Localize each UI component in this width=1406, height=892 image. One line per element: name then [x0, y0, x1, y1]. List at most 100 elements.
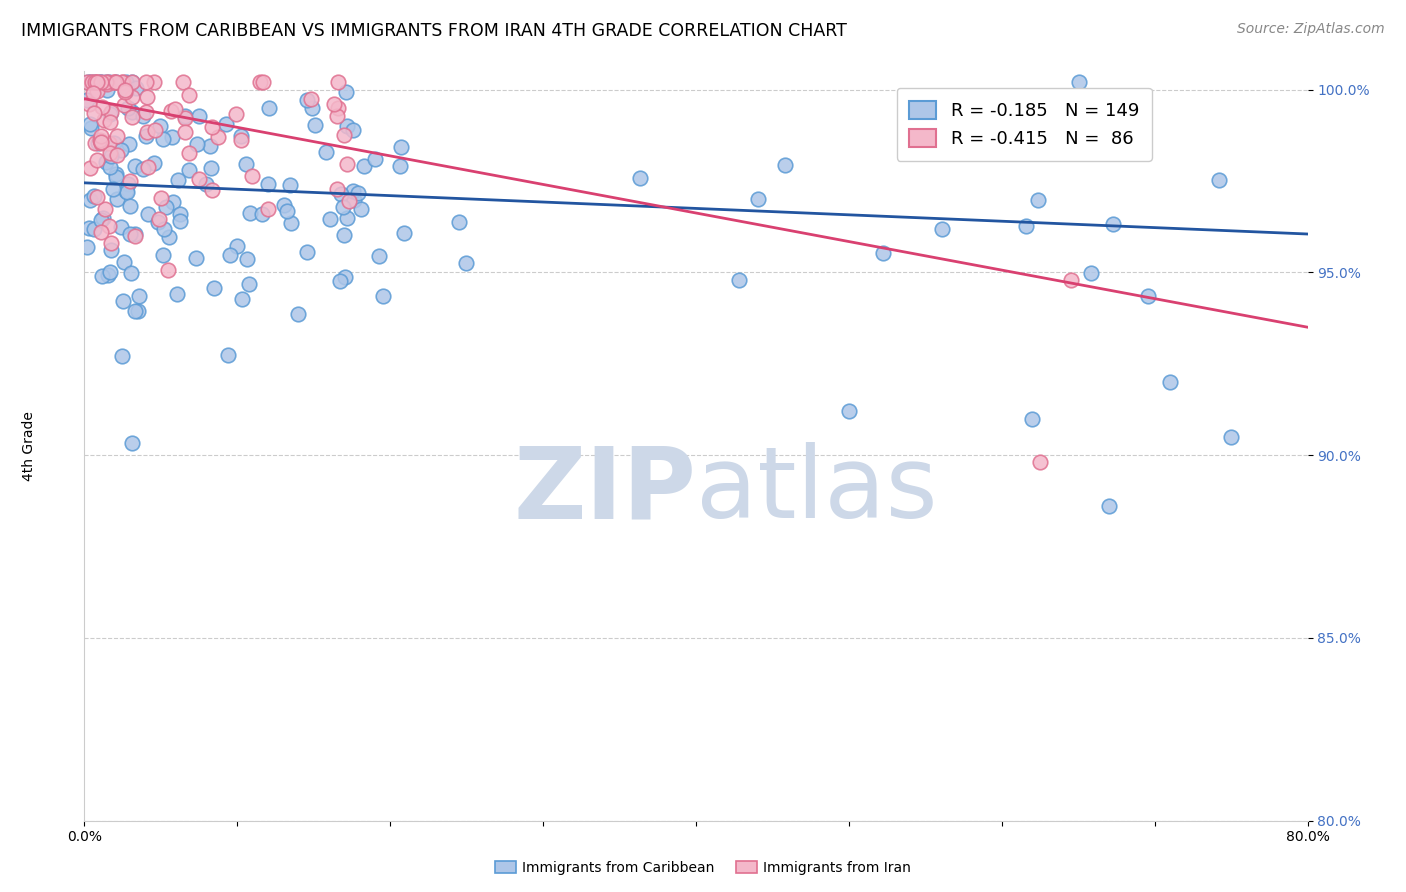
Point	[152, 132, 174, 146]
Text: ZIP: ZIP	[513, 442, 696, 540]
Point	[747, 192, 769, 206]
Point	[136, 207, 159, 221]
Point	[174, 111, 197, 125]
Point	[159, 104, 181, 119]
Point	[172, 75, 194, 89]
Point	[628, 170, 651, 185]
Point	[188, 109, 211, 123]
Point	[136, 90, 159, 104]
Point	[90, 135, 112, 149]
Point	[132, 109, 155, 123]
Point	[389, 159, 412, 173]
Point	[1015, 219, 1038, 234]
Point	[239, 206, 262, 220]
Point	[121, 435, 143, 450]
Point	[342, 185, 364, 199]
Point	[447, 215, 470, 229]
Point	[86, 189, 108, 203]
Point	[347, 186, 370, 200]
Point	[143, 75, 166, 89]
Point	[97, 219, 120, 234]
Point	[166, 173, 188, 187]
Point	[1067, 75, 1090, 89]
Point	[225, 107, 247, 121]
Point	[80, 75, 103, 89]
Point	[98, 146, 121, 161]
Point	[120, 174, 142, 188]
Point	[87, 136, 110, 150]
Point	[295, 244, 318, 259]
Point	[1021, 411, 1043, 425]
Point	[169, 207, 191, 221]
Point	[120, 266, 142, 280]
Point	[115, 184, 138, 198]
Point	[98, 114, 121, 128]
Point	[235, 156, 257, 170]
Point	[186, 136, 208, 151]
Point	[1080, 266, 1102, 280]
Point	[364, 152, 387, 166]
Text: 4th Grade: 4th Grade	[22, 411, 37, 481]
Point	[166, 286, 188, 301]
Point	[105, 128, 128, 143]
Point	[83, 75, 105, 89]
Point	[304, 118, 326, 132]
Point	[105, 75, 128, 89]
Point	[94, 155, 117, 169]
Point	[252, 75, 274, 89]
Point	[84, 75, 107, 89]
Point	[127, 304, 149, 318]
Point	[179, 88, 201, 103]
Text: IMMIGRANTS FROM CARIBBEAN VS IMMIGRANTS FROM IRAN 4TH GRADE CORRELATION CHART: IMMIGRANTS FROM CARIBBEAN VS IMMIGRANTS …	[21, 22, 846, 40]
Point	[80, 120, 103, 135]
Point	[105, 192, 128, 206]
Point	[104, 167, 127, 181]
Point	[96, 75, 118, 89]
Point	[174, 108, 197, 122]
Point	[328, 75, 350, 89]
Point	[120, 227, 142, 241]
Point	[79, 161, 101, 175]
Point	[336, 157, 359, 171]
Point	[838, 404, 860, 418]
Point	[79, 193, 101, 207]
Point	[98, 160, 121, 174]
Legend: R = -0.185   N = 149, R = -0.415   N =  86: R = -0.185 N = 149, R = -0.415 N = 86	[897, 88, 1152, 161]
Point	[103, 75, 125, 89]
Point	[157, 229, 180, 244]
Point	[112, 255, 135, 269]
Point	[136, 160, 159, 174]
Point	[124, 227, 146, 241]
Point	[201, 183, 224, 197]
Point	[111, 349, 134, 363]
Point	[229, 132, 252, 146]
Point	[79, 117, 101, 131]
Point	[89, 133, 111, 147]
Point	[276, 203, 298, 218]
Point	[872, 246, 894, 260]
Point	[90, 129, 112, 144]
Point	[257, 101, 280, 115]
Point	[100, 104, 122, 119]
Point	[100, 236, 122, 251]
Point	[931, 221, 953, 235]
Point	[121, 105, 143, 120]
Point	[337, 194, 360, 208]
Point	[177, 162, 200, 177]
Legend: Immigrants from Caribbean, Immigrants from Iran: Immigrants from Caribbean, Immigrants fr…	[489, 855, 917, 880]
Point	[1220, 430, 1243, 444]
Point	[86, 84, 108, 98]
Point	[121, 75, 143, 89]
Point	[135, 75, 157, 89]
Point	[98, 265, 121, 279]
Point	[162, 195, 184, 210]
Point	[86, 75, 108, 89]
Point	[207, 129, 229, 144]
Point	[157, 263, 180, 277]
Point	[93, 113, 115, 128]
Point	[273, 198, 295, 212]
Point	[315, 145, 337, 160]
Point	[1059, 273, 1081, 287]
Point	[112, 75, 135, 89]
Point	[215, 117, 238, 131]
